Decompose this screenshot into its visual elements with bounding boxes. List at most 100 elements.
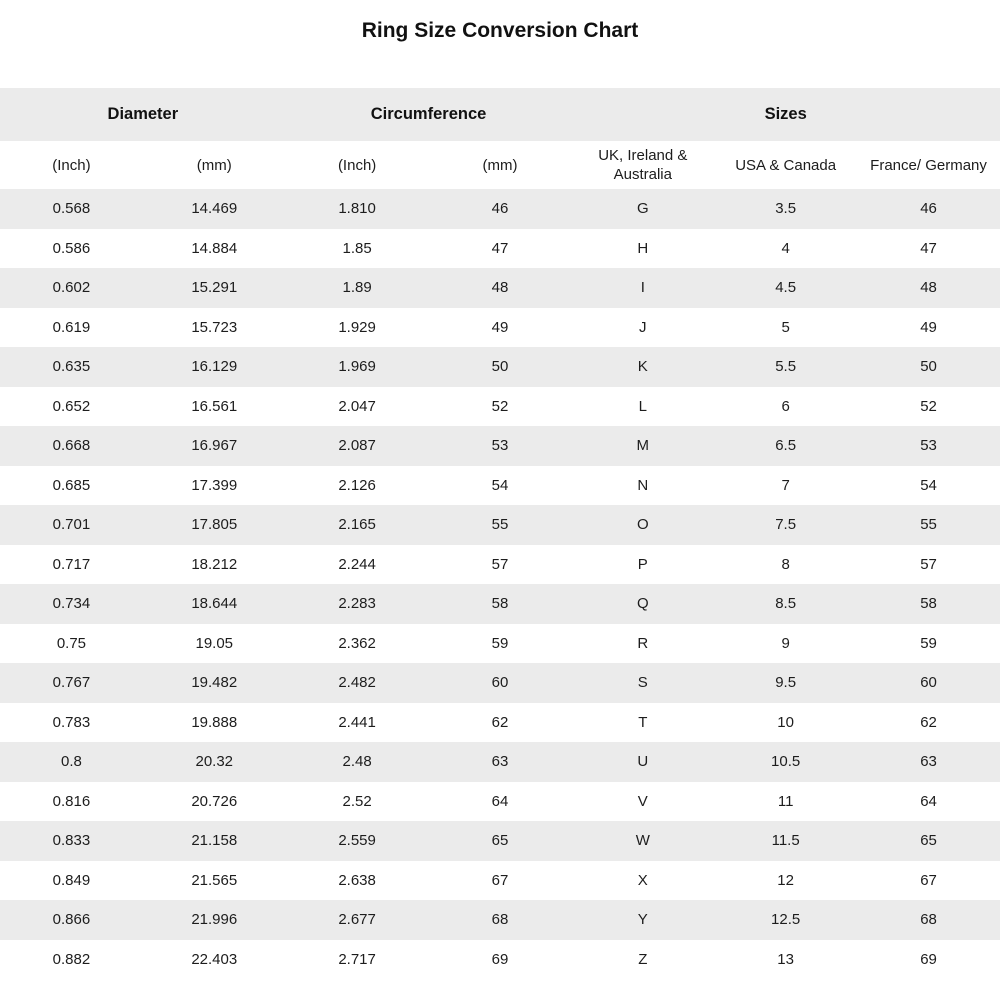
cell: 4 <box>714 228 858 268</box>
table-row: 0.849 21.565 2.638 67 X 12 67 <box>0 860 1000 900</box>
cell: 6.5 <box>714 426 858 466</box>
column-header-diameter-inch: (Inch) <box>0 141 143 189</box>
cell: 2.244 <box>285 544 429 584</box>
cell: 2.165 <box>285 505 429 545</box>
table-row: 0.717 18.212 2.244 57 P 8 57 <box>0 544 1000 584</box>
cell: 4.5 <box>714 268 858 308</box>
table-row: 0.619 15.723 1.929 49 J 5 49 <box>0 307 1000 347</box>
cell: 14.884 <box>142 228 286 268</box>
group-header-diameter: Diameter <box>0 88 286 141</box>
cell: 19.888 <box>142 702 286 742</box>
cell: P <box>571 544 715 584</box>
cell: 69 <box>428 939 572 979</box>
cell: G <box>571 189 715 229</box>
cell: 1.929 <box>285 307 429 347</box>
table-row: 0.635 16.129 1.969 50 K 5.5 50 <box>0 347 1000 387</box>
cell: 2.283 <box>285 584 429 624</box>
column-header-france-germany: France/ Germany <box>857 141 1000 189</box>
cell: 5.5 <box>714 347 858 387</box>
cell: 49 <box>428 307 572 347</box>
cell: 0.767 <box>0 663 143 703</box>
cell: 52 <box>428 386 572 426</box>
cell: 64 <box>857 781 1000 821</box>
page-title: Ring Size Conversion Chart <box>361 19 639 42</box>
cell: 55 <box>857 505 1000 545</box>
cell: 0.685 <box>0 465 143 505</box>
cell: 2.638 <box>285 860 429 900</box>
column-header-row: (Inch) (mm) (Inch) (mm) UK, Ireland & Au… <box>0 141 1000 189</box>
cell: R <box>571 623 715 663</box>
cell: 49 <box>857 307 1000 347</box>
cell: 2.047 <box>285 386 429 426</box>
cell: 10.5 <box>714 742 858 782</box>
cell: 58 <box>857 584 1000 624</box>
cell: 0.619 <box>0 307 143 347</box>
cell: 0.652 <box>0 386 143 426</box>
table-row: 0.701 17.805 2.165 55 O 7.5 55 <box>0 505 1000 545</box>
cell: W <box>571 821 715 861</box>
cell: U <box>571 742 715 782</box>
table-row: 0.685 17.399 2.126 54 N 7 54 <box>0 465 1000 505</box>
cell: 2.126 <box>285 465 429 505</box>
group-header-circumference: Circumference <box>285 88 572 141</box>
table-row: 0.734 18.644 2.283 58 Q 8.5 58 <box>0 584 1000 624</box>
cell: 2.087 <box>285 426 429 466</box>
cell: 0.568 <box>0 189 143 229</box>
table-row: 0.668 16.967 2.087 53 M 6.5 53 <box>0 426 1000 466</box>
cell: 15.723 <box>142 307 286 347</box>
table-row: 0.833 21.158 2.559 65 W 11.5 65 <box>0 821 1000 861</box>
cell: 21.565 <box>142 860 286 900</box>
column-header-circumference-inch: (Inch) <box>285 141 429 189</box>
table-row: 0.767 19.482 2.482 60 S 9.5 60 <box>0 663 1000 703</box>
table-row: 0.75 19.05 2.362 59 R 9 59 <box>0 623 1000 663</box>
cell: 0.701 <box>0 505 143 545</box>
cell: 0.783 <box>0 702 143 742</box>
cell: 11.5 <box>714 821 858 861</box>
table-row: 0.602 15.291 1.89 48 I 4.5 48 <box>0 268 1000 308</box>
cell: S <box>571 663 715 703</box>
column-header-uk-ireland-australia: UK, Ireland & Australia <box>571 141 715 189</box>
cell: 21.158 <box>142 821 286 861</box>
cell: 48 <box>857 268 1000 308</box>
cell: K <box>571 347 715 387</box>
column-header-usa-canada: USA & Canada <box>714 141 858 189</box>
cell: 1.85 <box>285 228 429 268</box>
cell: 19.05 <box>142 623 286 663</box>
cell: 53 <box>428 426 572 466</box>
cell: 68 <box>857 900 1000 940</box>
table-body: 0.568 14.469 1.810 46 G 3.5 46 0.586 14.884 1.85 4… <box>0 189 1000 979</box>
cell: 0.816 <box>0 781 143 821</box>
cell: 0.833 <box>0 821 143 861</box>
cell: 60 <box>428 663 572 703</box>
cell: 0.734 <box>0 584 143 624</box>
cell: 47 <box>428 228 572 268</box>
cell: 12.5 <box>714 900 858 940</box>
cell: 63 <box>428 742 572 782</box>
cell: 63 <box>857 742 1000 782</box>
cell: H <box>571 228 715 268</box>
cell: 9.5 <box>714 663 858 703</box>
column-header-diameter-mm: (mm) <box>142 141 286 189</box>
cell: 5 <box>714 307 858 347</box>
table-row: 0.882 22.403 2.717 69 Z 13 69 <box>0 939 1000 979</box>
cell: 17.399 <box>142 465 286 505</box>
cell: 2.482 <box>285 663 429 703</box>
cell: 2.362 <box>285 623 429 663</box>
cell: 0.586 <box>0 228 143 268</box>
cell: 1.89 <box>285 268 429 308</box>
cell: 1.810 <box>285 189 429 229</box>
cell: N <box>571 465 715 505</box>
cell: J <box>571 307 715 347</box>
cell: 58 <box>428 584 572 624</box>
cell: 46 <box>428 189 572 229</box>
table-row: 0.816 20.726 2.52 64 V 11 64 <box>0 781 1000 821</box>
cell: 9 <box>714 623 858 663</box>
cell: 62 <box>428 702 572 742</box>
cell: 47 <box>857 228 1000 268</box>
cell: 0.8 <box>0 742 143 782</box>
cell: 12 <box>714 860 858 900</box>
cell: L <box>571 386 715 426</box>
cell: Y <box>571 900 715 940</box>
cell: 2.52 <box>285 781 429 821</box>
group-header-row: Diameter Circumference Sizes <box>0 88 1000 141</box>
